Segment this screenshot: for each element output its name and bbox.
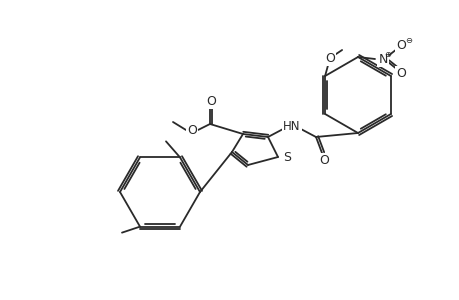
Text: O: O: [187, 124, 196, 136]
Text: HN: HN: [283, 119, 300, 133]
Text: ⊖: ⊖: [405, 35, 412, 44]
Text: N: N: [377, 52, 387, 65]
Text: O: O: [395, 67, 405, 80]
Text: O: O: [206, 94, 215, 107]
Text: ⊕: ⊕: [384, 50, 391, 58]
Text: O: O: [325, 52, 334, 64]
Text: S: S: [282, 151, 291, 164]
Text: O: O: [395, 38, 405, 52]
Text: O: O: [319, 154, 328, 166]
